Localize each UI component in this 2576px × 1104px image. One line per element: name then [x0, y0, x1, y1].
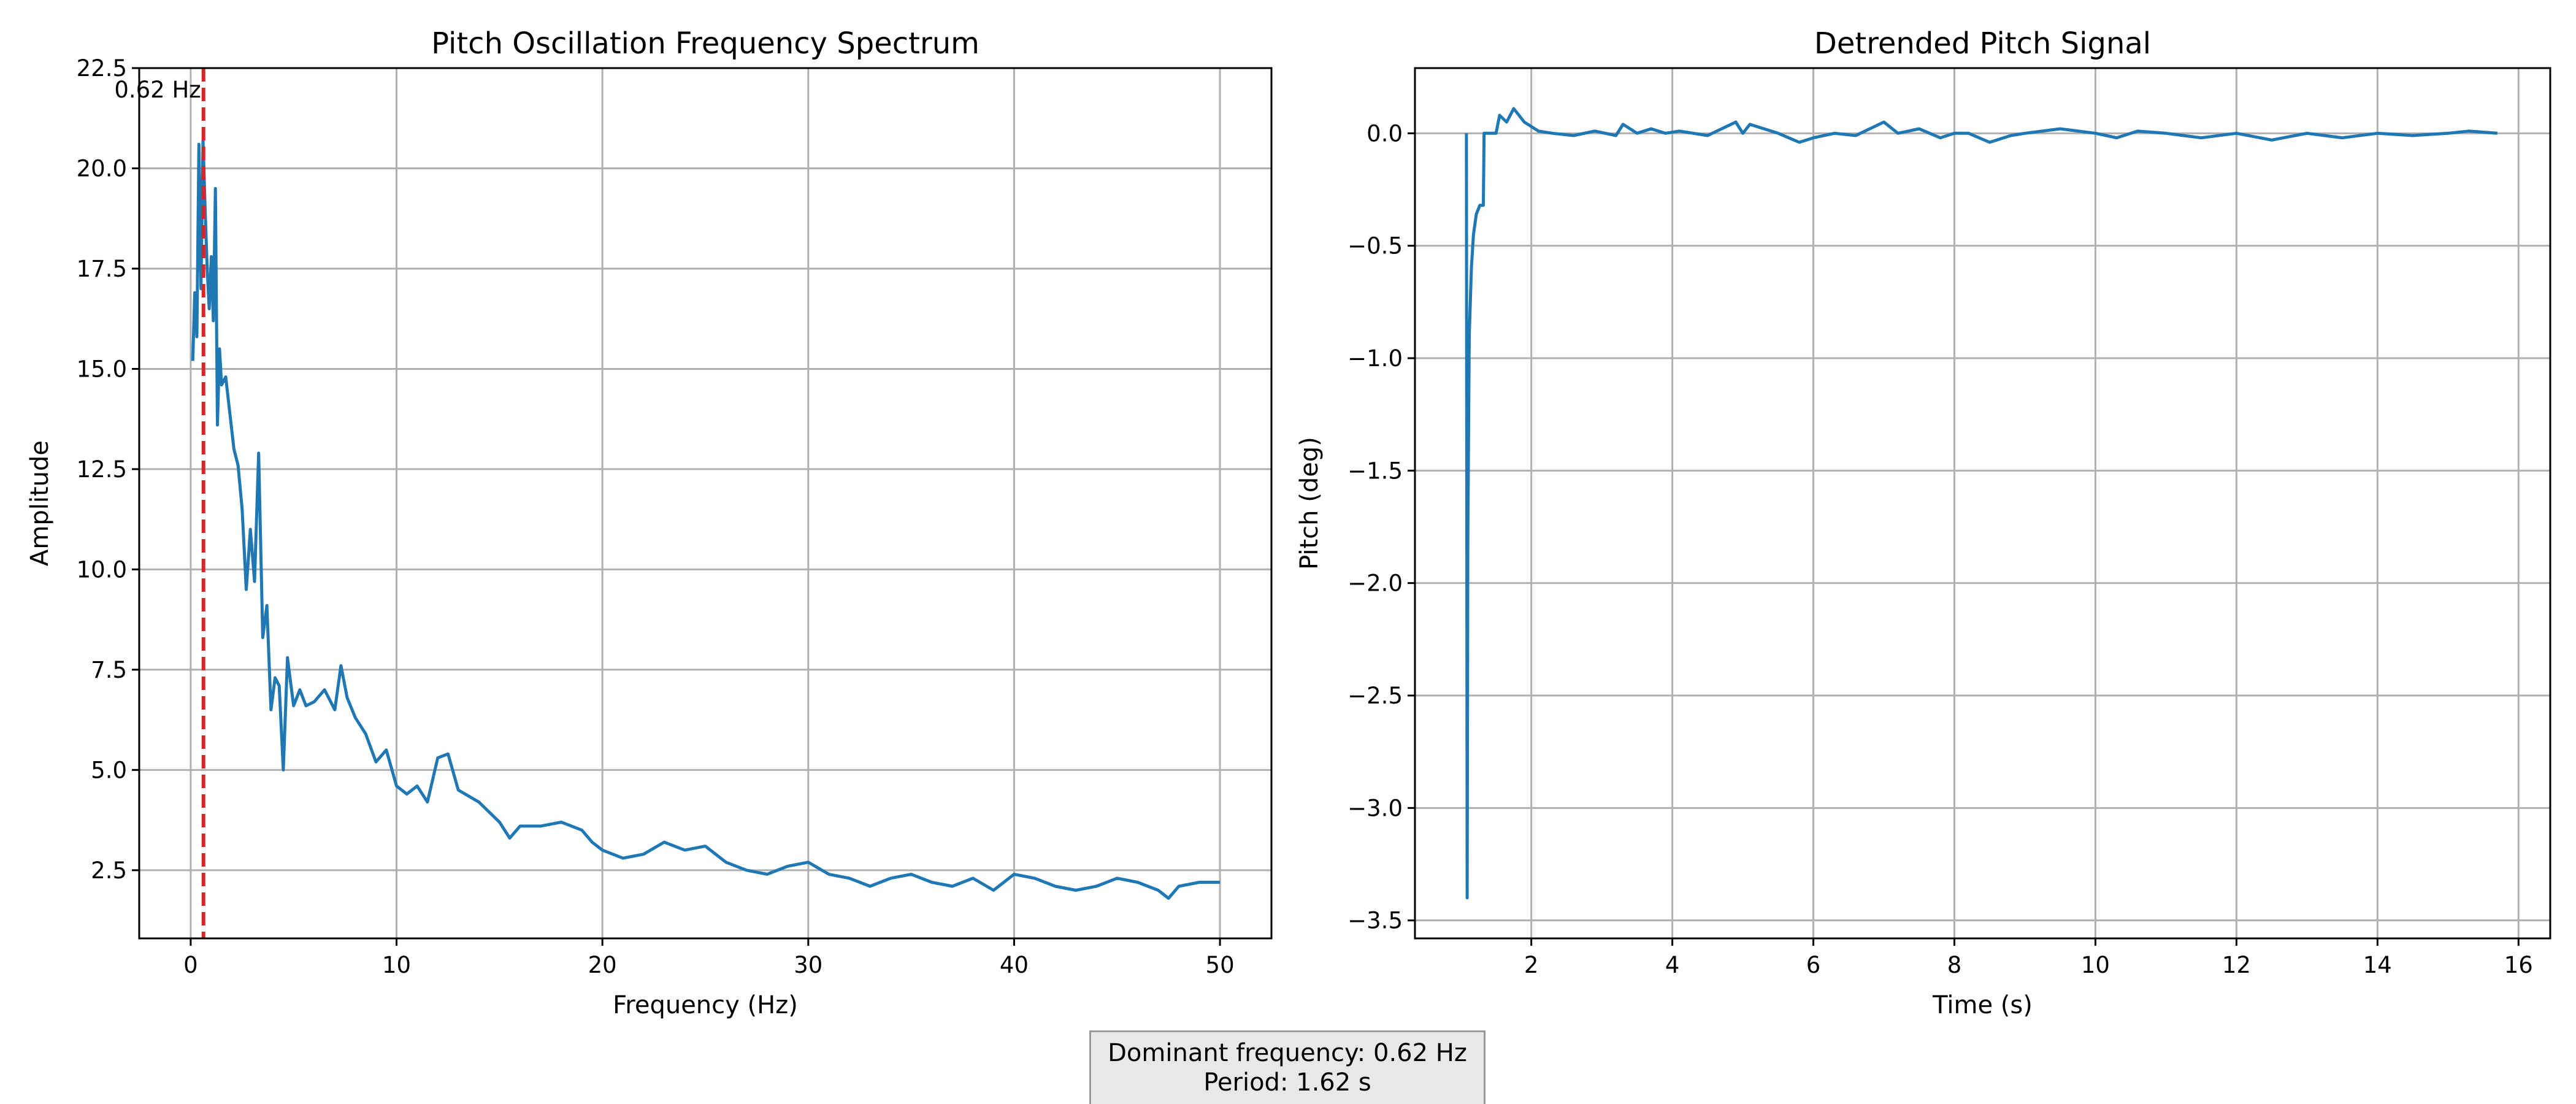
x-axis-label: Frequency (Hz) — [613, 991, 798, 1019]
chart-title: Pitch Oscillation Frequency Spectrum — [431, 26, 979, 61]
summary-box: Dominant frequency: 0.62 Hz Period: 1.62… — [1089, 1030, 1485, 1104]
y-tick-label: −3.0 — [1347, 795, 1403, 821]
x-tick-label: 14 — [2363, 952, 2392, 978]
x-tick-label: 4 — [1665, 952, 1680, 978]
y-tick-label: −1.0 — [1347, 345, 1403, 372]
y-tick-label: 22.5 — [77, 55, 127, 82]
x-tick-label: 6 — [1806, 952, 1821, 978]
x-tick-label: 10 — [382, 952, 411, 978]
y-tick-label: 7.5 — [91, 657, 127, 683]
period-text: Period: 1.62 s — [1203, 1068, 1371, 1097]
dominant-frequency-text: Dominant frequency: 0.62 Hz — [1108, 1039, 1467, 1067]
x-axis-label: Time (s) — [1932, 991, 2033, 1019]
plot-frame — [138, 67, 1273, 940]
x-tick-label: 10 — [2081, 952, 2110, 978]
x-tick-label: 40 — [1000, 952, 1029, 978]
dominant-frequency-label: 0.62 Hz — [114, 77, 201, 103]
chart-title: Detrended Pitch Signal — [1814, 26, 2151, 61]
x-tick-label: 0 — [183, 952, 198, 978]
y-tick-label: 17.5 — [77, 256, 127, 282]
x-tick-label: 8 — [1947, 952, 1962, 978]
y-tick-label: −1.5 — [1347, 458, 1403, 484]
y-axis-label: Amplitude — [26, 440, 54, 566]
y-tick-label: 5.0 — [91, 757, 127, 783]
plot-frame — [1414, 67, 2551, 940]
y-tick-label: 10.0 — [77, 556, 127, 583]
series-line — [191, 139, 1221, 900]
y-tick-label: 20.0 — [77, 155, 127, 182]
y-tick-label: 2.5 — [91, 857, 127, 884]
x-tick-label: 50 — [1206, 952, 1235, 978]
y-tick-label: −0.5 — [1347, 233, 1403, 259]
y-tick-label: 12.5 — [77, 456, 127, 483]
x-tick-label: 12 — [2222, 952, 2251, 978]
x-tick-label: 30 — [794, 952, 822, 978]
spectrum-chart: 0.62 Hz 0 10 20 30 40 50 2.5 5.0 7.5 10.0 12.5 15.0 1… — [26, 26, 1273, 1019]
y-axis-label: Pitch (deg) — [1295, 437, 1324, 570]
x-tick-label: 2 — [1524, 952, 1539, 978]
y-tick-label: 15.0 — [77, 356, 127, 382]
x-tick-label: 16 — [2504, 952, 2533, 978]
x-tick-label: 20 — [588, 952, 617, 978]
y-tick-label: 0.0 — [1367, 120, 1403, 147]
y-tick-label: −2.0 — [1347, 570, 1403, 597]
y-tick-label: −3.5 — [1347, 908, 1403, 934]
series-line — [1465, 107, 2497, 900]
pitch-signal-chart: 2 4 6 8 10 12 14 16 0.0 −0.5 −1.0 −1.5 −2.0 −2.5 −3.0 −… — [1295, 26, 2551, 1019]
y-tick-label: −2.5 — [1347, 683, 1403, 709]
